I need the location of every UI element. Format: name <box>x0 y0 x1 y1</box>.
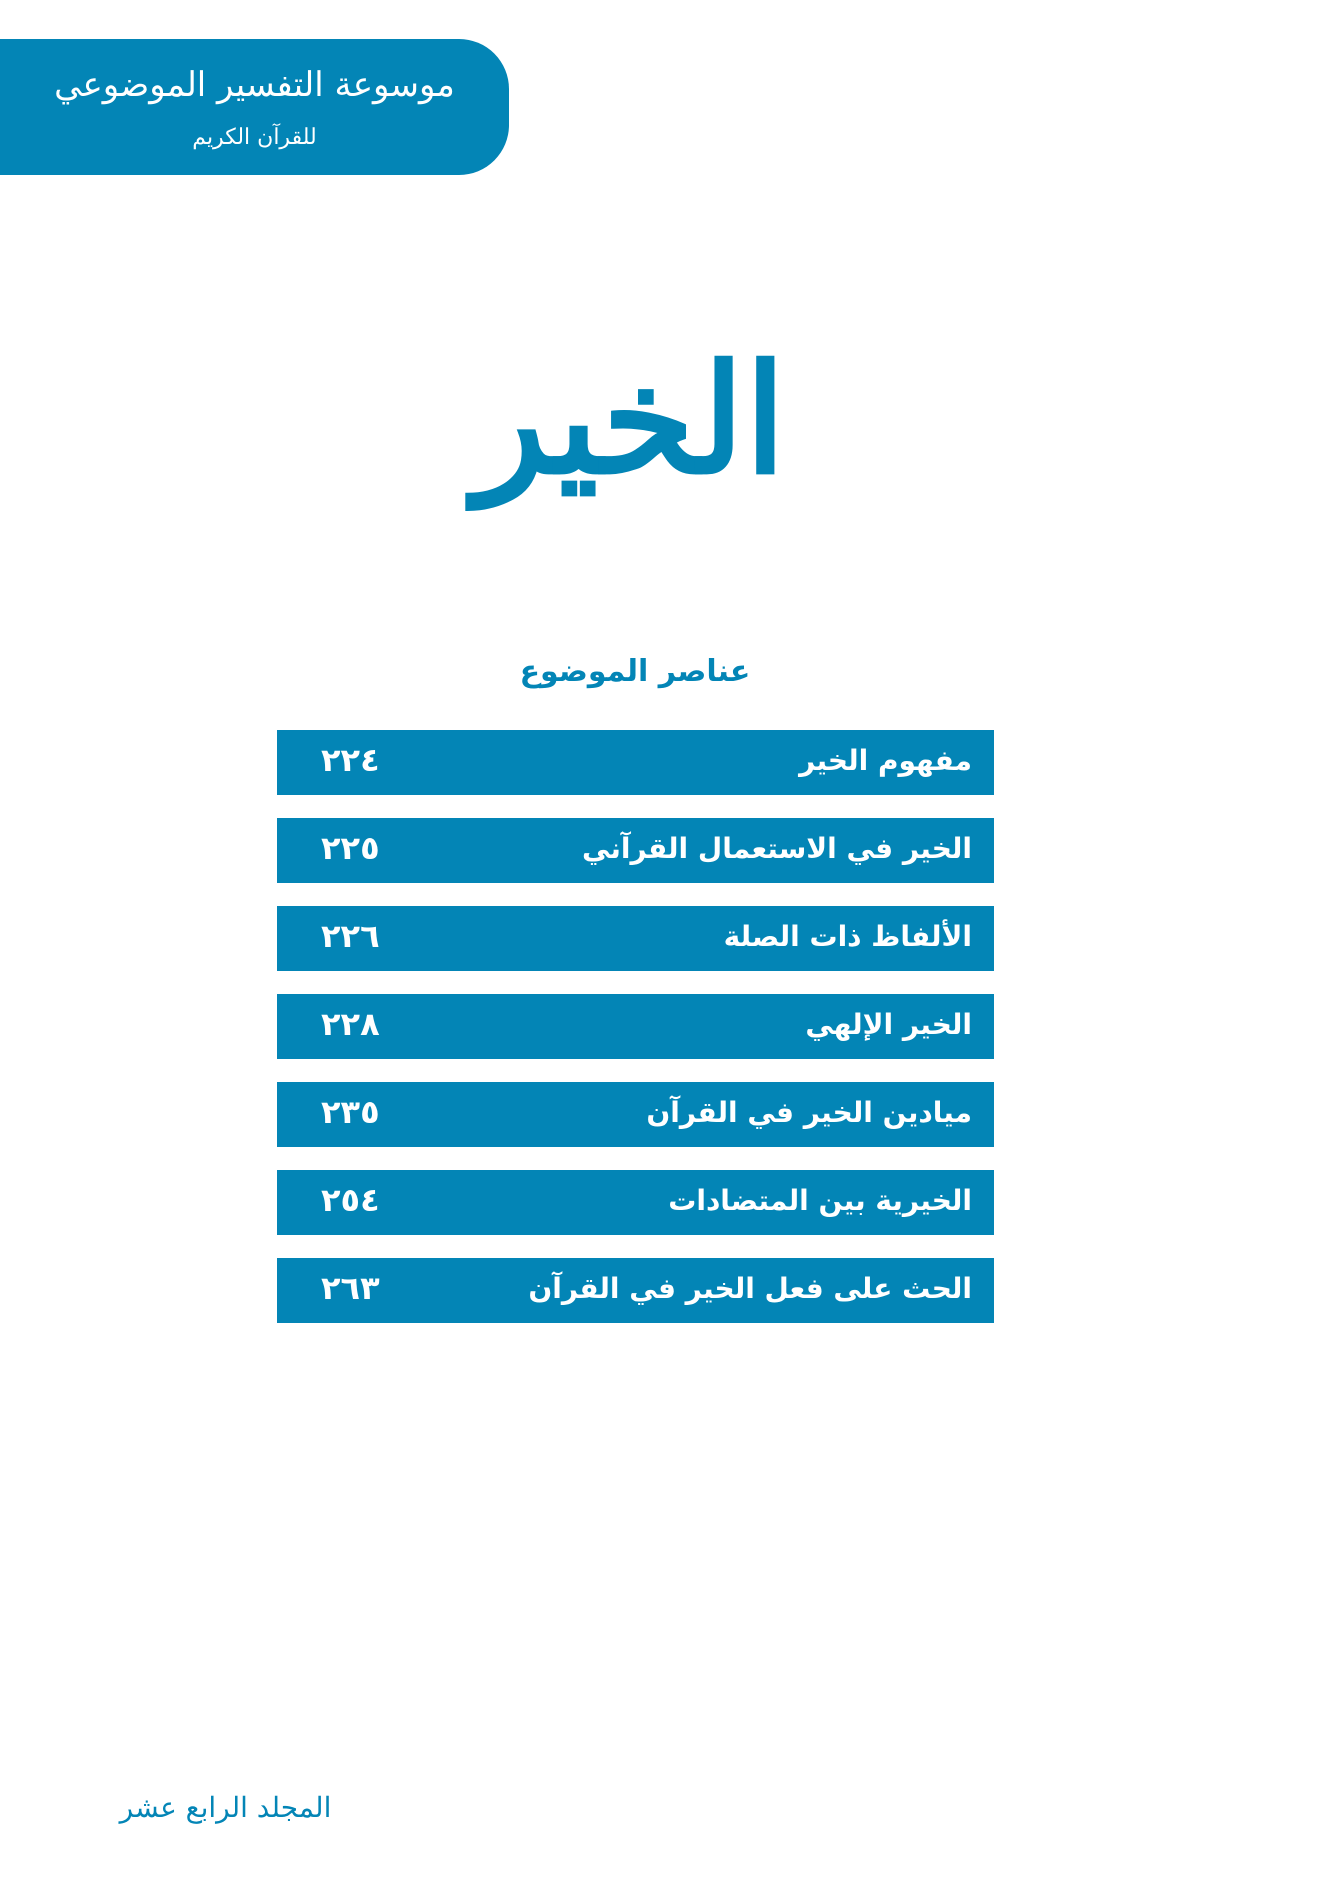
toc-page-number: ٢٢٦ <box>321 917 380 955</box>
toc-row[interactable]: الخير في الاستعمال القرآني ٢٢٥ <box>277 818 994 883</box>
toc-label: مفهوم الخير <box>799 744 972 777</box>
toc-label: الألفاظ ذات الصلة <box>723 920 972 953</box>
logo-subtitle: للقرآن الكريم <box>192 125 317 150</box>
toc-page-number: ٢٥٤ <box>321 1181 380 1219</box>
chapter-title: الخير <box>473 332 787 508</box>
toc-row[interactable]: الخيرية بين المتضادات ٢٥٤ <box>277 1170 994 1235</box>
toc-label: الحث على فعل الخير في القرآن <box>528 1272 972 1305</box>
series-logo-band: موسوعة التفسير الموضوعي للقرآن الكريم <box>0 39 509 175</box>
table-of-contents: مفهوم الخير ٢٢٤ الخير في الاستعمال القرآ… <box>277 730 994 1346</box>
toc-page-number: ٢٢٤ <box>321 741 380 779</box>
toc-row[interactable]: الخير الإلهي ٢٢٨ <box>277 994 994 1059</box>
toc-label: الخير في الاستعمال القرآني <box>582 832 972 865</box>
toc-label: الخير الإلهي <box>805 1008 972 1041</box>
toc-heading: عناصر الموضوع <box>519 654 751 689</box>
toc-row[interactable]: الحث على فعل الخير في القرآن ٢٦٣ <box>277 1258 994 1323</box>
toc-page-number: ٢٦٣ <box>321 1269 380 1307</box>
volume-label: المجلد الرابع عشر <box>119 1791 332 1824</box>
toc-row[interactable]: الألفاظ ذات الصلة ٢٢٦ <box>277 906 994 971</box>
toc-label: الخيرية بين المتضادات <box>668 1184 972 1217</box>
toc-page-number: ٢٢٥ <box>321 829 380 867</box>
toc-page-number: ٢٣٥ <box>321 1093 380 1131</box>
toc-page-number: ٢٢٨ <box>321 1005 380 1043</box>
logo-title: موسوعة التفسير الموضوعي <box>54 65 455 105</box>
toc-row[interactable]: ميادين الخير في القرآن ٢٣٥ <box>277 1082 994 1147</box>
toc-row[interactable]: مفهوم الخير ٢٢٤ <box>277 730 994 795</box>
toc-label: ميادين الخير في القرآن <box>646 1096 972 1129</box>
